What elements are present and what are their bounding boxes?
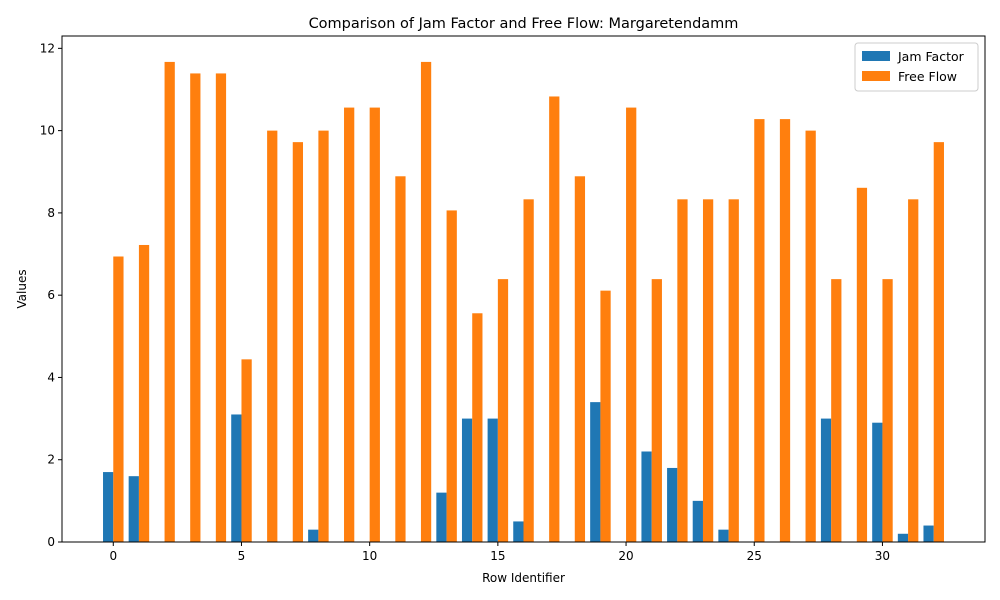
y-tick-label: 0 bbox=[47, 535, 55, 549]
x-axis: 0 5 10 15 20 25 30 bbox=[109, 542, 890, 563]
free-flow-bar-23 bbox=[702, 199, 714, 542]
free-flow-bar-29 bbox=[856, 187, 868, 543]
free-flow-bar-20 bbox=[626, 107, 637, 542]
y-tick-label: 12 bbox=[40, 41, 55, 55]
legend-swatch bbox=[862, 51, 890, 61]
free-flow-bar-24 bbox=[728, 199, 739, 542]
jam-factor-bar-1 bbox=[128, 476, 139, 542]
y-axis-label: Values bbox=[15, 269, 29, 308]
free-flow-bar-31 bbox=[908, 199, 919, 542]
free-flow-bar-14 bbox=[472, 313, 483, 542]
free-flow-bar-5 bbox=[241, 359, 252, 542]
jam-factor-bar-0 bbox=[103, 472, 114, 542]
x-tick-label: 10 bbox=[362, 549, 377, 563]
free-flow-bar-2 bbox=[164, 61, 175, 542]
jam-factor-bar-22 bbox=[667, 467, 678, 542]
legend: Jam Factor Free Flow bbox=[854, 42, 979, 92]
jam-factor-bar-24 bbox=[718, 529, 729, 542]
free-flow-bar-30 bbox=[882, 279, 893, 542]
x-tick-label: 30 bbox=[875, 549, 890, 563]
y-tick-label: 6 bbox=[47, 288, 55, 302]
x-axis-label: Row Identifier bbox=[482, 571, 565, 585]
free-flow-bar-3 bbox=[190, 73, 201, 542]
legend-label: Jam Factor bbox=[897, 49, 965, 64]
jam-factor-bar-19 bbox=[590, 402, 601, 542]
jam-factor-bar-21 bbox=[641, 451, 652, 542]
free-flow-bar-28 bbox=[831, 279, 842, 542]
free-flow-bar-1 bbox=[138, 244, 150, 542]
y-tick-label: 8 bbox=[47, 206, 55, 220]
free-flow-bar-19 bbox=[600, 290, 611, 542]
jam-factor-bar-30 bbox=[872, 422, 883, 542]
free-flow-bar-16 bbox=[523, 199, 534, 542]
y-tick-label: 10 bbox=[40, 124, 55, 138]
jam-factor-bar-23 bbox=[692, 500, 703, 542]
free-flow-bar-7 bbox=[292, 142, 304, 542]
free-flow-bar-8 bbox=[318, 130, 329, 542]
free-flow-bar-22 bbox=[677, 199, 688, 542]
legend-swatch bbox=[862, 71, 890, 81]
free-flow-bar-21 bbox=[651, 279, 662, 542]
plot-area bbox=[61, 35, 986, 543]
free-flow-bar-4 bbox=[215, 73, 227, 542]
bars-group bbox=[103, 61, 944, 543]
jam-factor-bar-13 bbox=[436, 492, 447, 542]
jam-factor-bar-8 bbox=[308, 529, 319, 542]
free-flow-bar-17 bbox=[549, 96, 560, 542]
free-flow-bar-25 bbox=[754, 119, 765, 543]
jam-factor-bar-28 bbox=[820, 418, 832, 542]
jam-factor-bar-31 bbox=[897, 533, 909, 542]
x-tick-label: 5 bbox=[238, 549, 246, 563]
free-flow-bar-32 bbox=[933, 142, 944, 542]
y-tick-label: 4 bbox=[47, 370, 55, 384]
free-flow-bar-26 bbox=[779, 119, 791, 543]
chart-title: Comparison of Jam Factor and Free Flow: … bbox=[309, 16, 739, 32]
jam-factor-bar-14 bbox=[461, 418, 473, 542]
y-axis: 0 2 4 6 8 10 12 bbox=[40, 41, 62, 549]
x-tick-label: 25 bbox=[747, 549, 762, 563]
free-flow-bar-6 bbox=[267, 130, 278, 542]
free-flow-bar-9 bbox=[344, 107, 355, 542]
jam-factor-bar-5 bbox=[231, 414, 242, 542]
free-flow-bar-12 bbox=[420, 61, 432, 542]
free-flow-bar-27 bbox=[805, 130, 816, 542]
jam-factor-bar-32 bbox=[923, 525, 934, 542]
y-tick-label: 2 bbox=[47, 453, 55, 467]
free-flow-bar-13 bbox=[446, 210, 457, 542]
x-tick-label: 0 bbox=[109, 549, 117, 563]
free-flow-bar-15 bbox=[497, 279, 509, 542]
jam-factor-bar-15 bbox=[487, 418, 498, 542]
free-flow-bar-0 bbox=[113, 256, 124, 542]
free-flow-bar-18 bbox=[574, 176, 586, 542]
free-flow-bar-10 bbox=[369, 107, 380, 542]
x-tick-label: 20 bbox=[618, 549, 633, 563]
free-flow-bar-11 bbox=[395, 176, 406, 542]
legend-label: Free Flow bbox=[898, 69, 957, 84]
jam-factor-bar-16 bbox=[513, 521, 524, 542]
x-tick-label: 15 bbox=[490, 549, 505, 563]
